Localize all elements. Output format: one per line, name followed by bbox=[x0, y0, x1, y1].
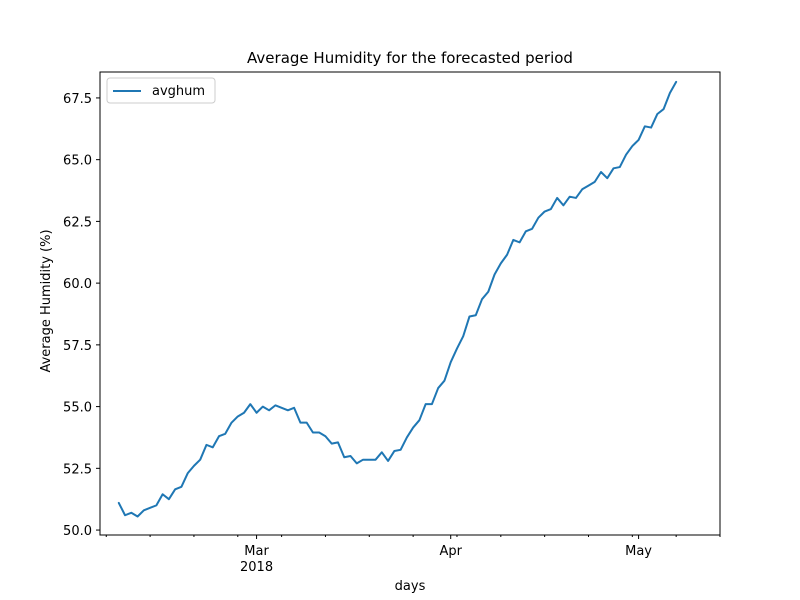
y-tick-label: 67.5 bbox=[63, 92, 92, 107]
y-axis-title: Average Humidity (%) bbox=[39, 229, 54, 372]
legend-box bbox=[106, 77, 216, 104]
plot-border bbox=[99, 71, 721, 536]
x-tick-label: Apr bbox=[439, 544, 462, 559]
y-tick-label: 57.5 bbox=[63, 339, 92, 354]
y-tick-label: 50.0 bbox=[63, 524, 92, 539]
series-line-avghum bbox=[117, 80, 678, 518]
x-tick-sublabel: 2018 bbox=[240, 560, 273, 575]
legend: avghum bbox=[106, 77, 216, 104]
x-tick-label: May bbox=[625, 544, 652, 559]
legend-label-avghum: avghum bbox=[152, 84, 205, 99]
y-axis: 50.0 52.5 55.0 57.5 60.0 62.5 65.0 67.5 bbox=[63, 92, 100, 539]
y-tick-label: 52.5 bbox=[63, 462, 92, 477]
x-axis-title: days bbox=[395, 579, 426, 594]
y-tick-label: 60.0 bbox=[63, 277, 92, 292]
y-tick-label: 55.0 bbox=[63, 401, 92, 416]
chart-title: Average Humidity for the forecasted peri… bbox=[247, 49, 573, 67]
x-tick-label: Mar bbox=[244, 544, 269, 559]
y-tick-label: 65.0 bbox=[63, 154, 92, 169]
y-tick-label: 62.5 bbox=[63, 215, 92, 230]
plot-frame bbox=[99, 71, 721, 536]
